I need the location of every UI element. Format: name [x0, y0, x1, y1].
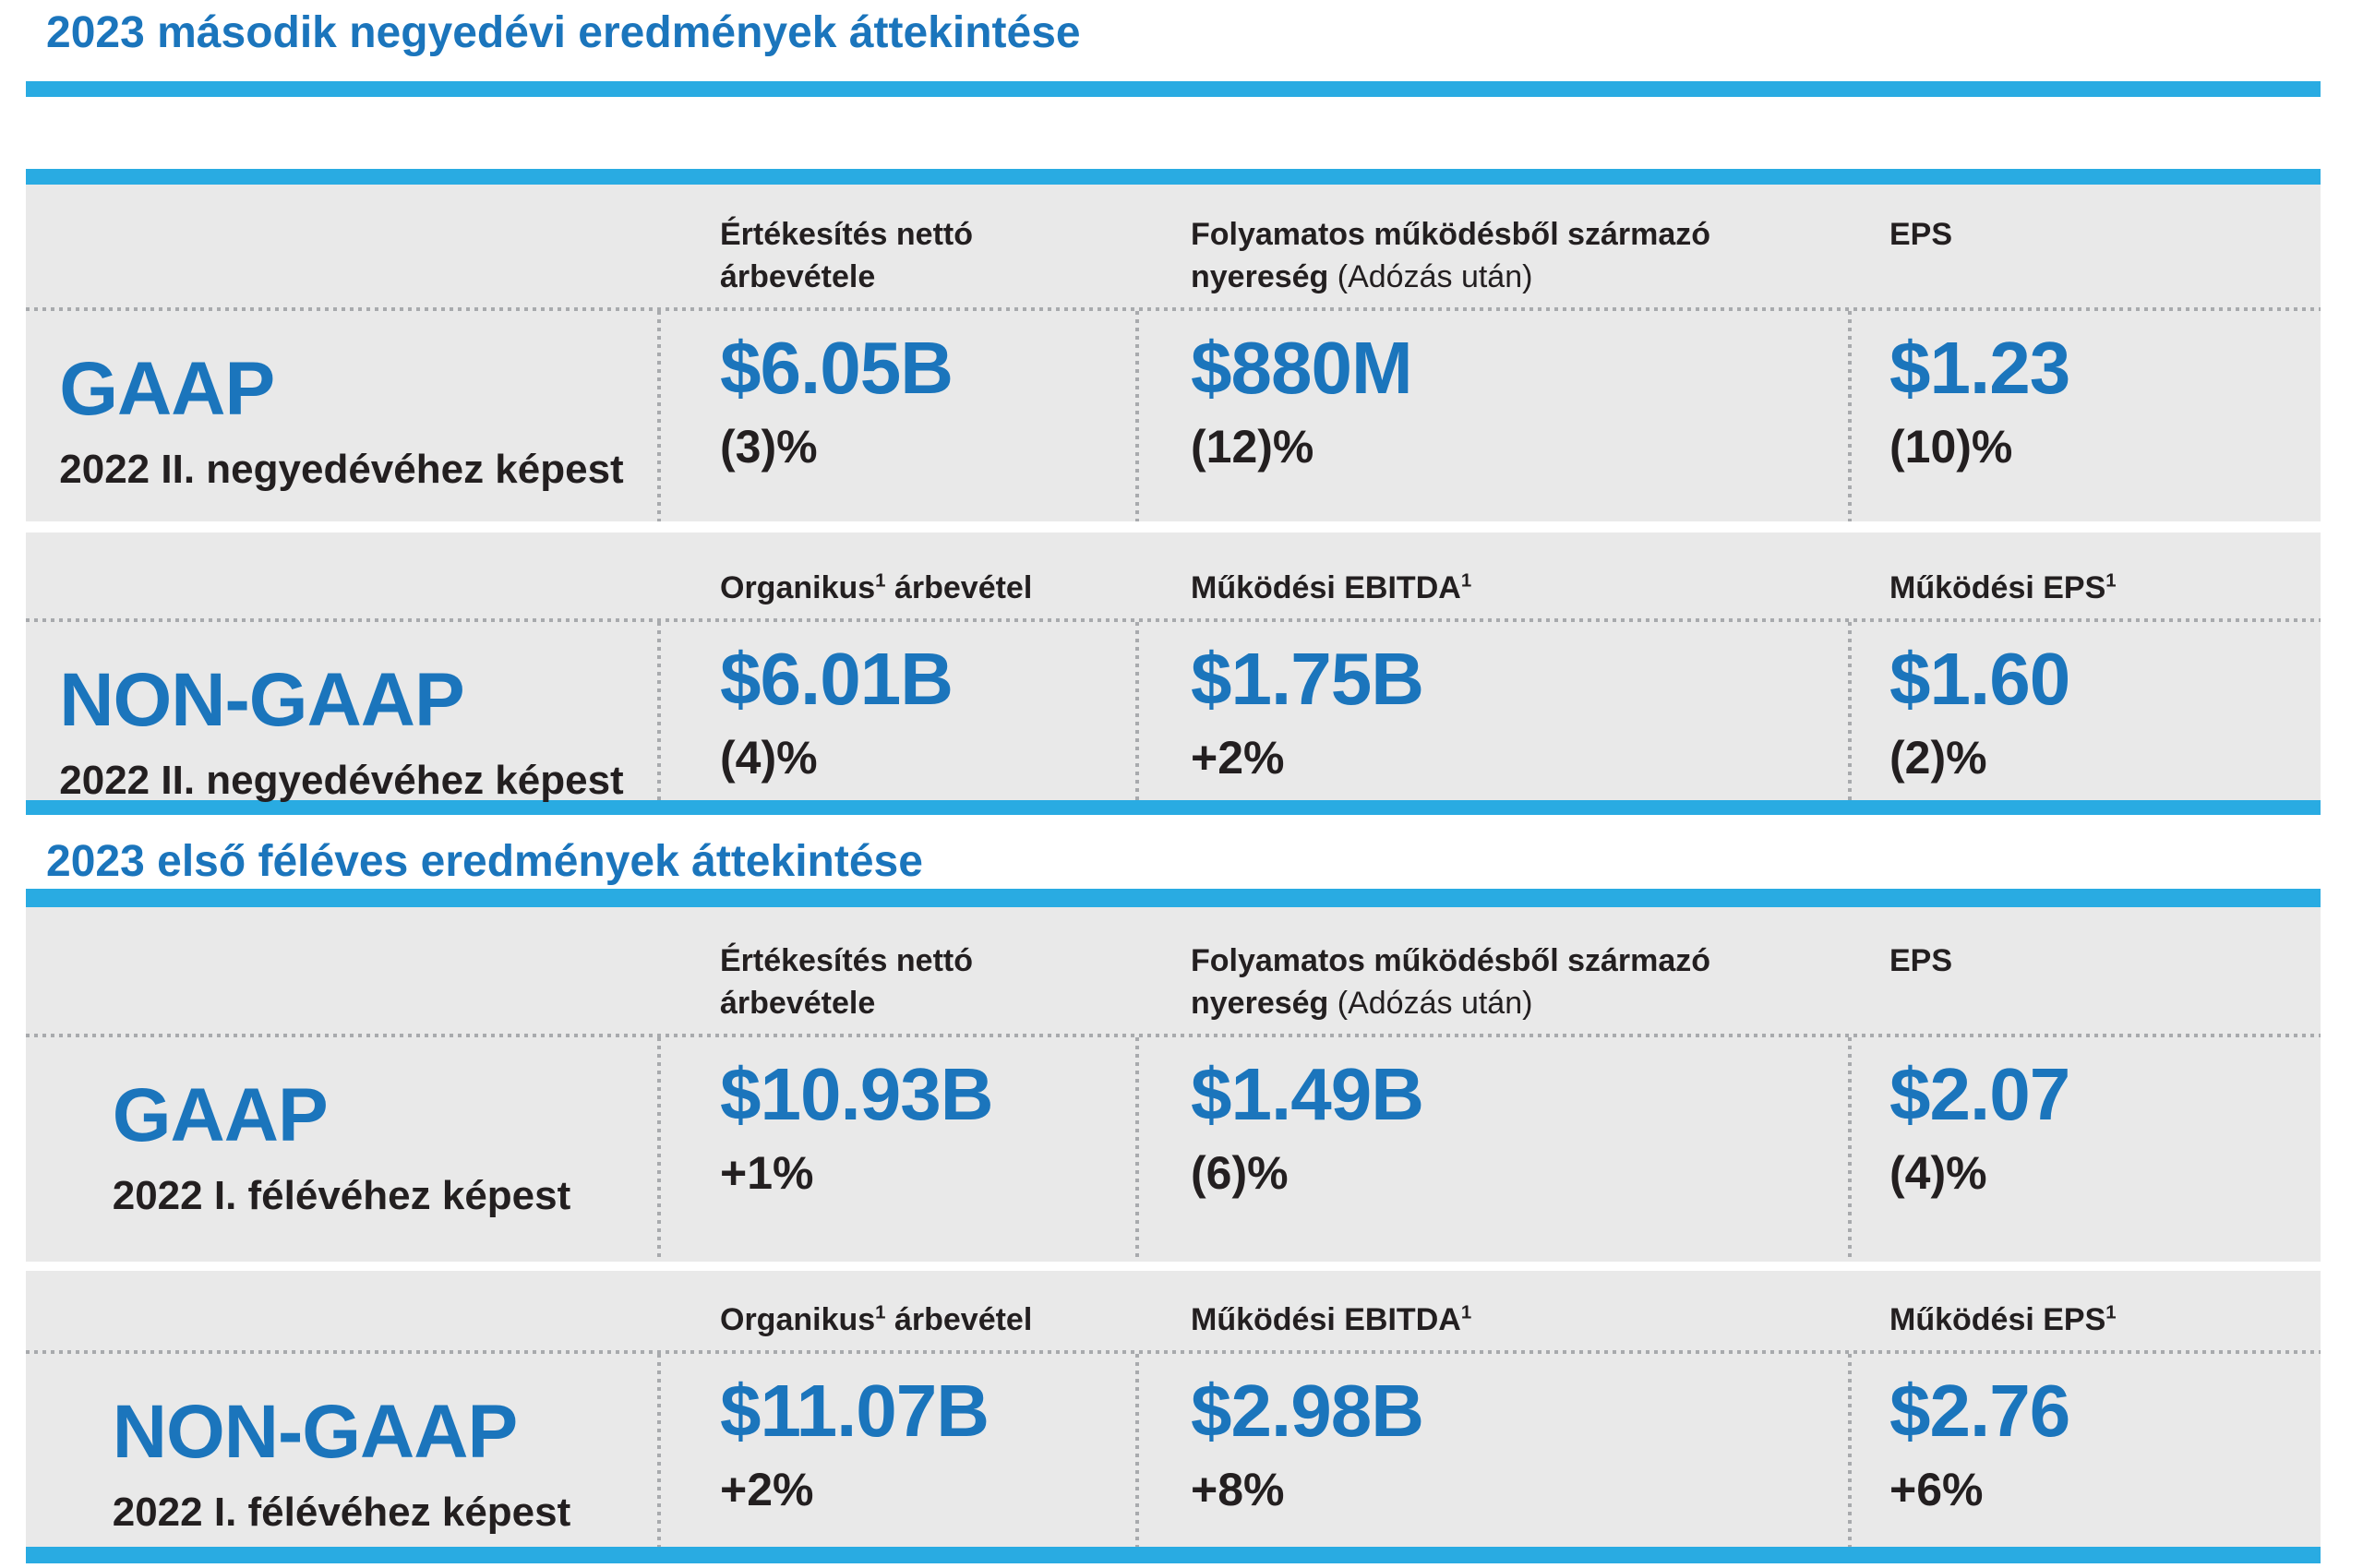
- header-eps: EPS: [1889, 217, 1953, 252]
- header-operating-ebitda: Működési EBITDA1: [1191, 1302, 1472, 1337]
- row-label: NON-GAAP: [59, 658, 464, 742]
- header-continuing-ops-profit: Folyamatos működésből származó nyereség (…: [1191, 217, 1711, 294]
- row-label: NON-GAAP: [112, 1390, 518, 1474]
- metric-value: $880M: [1191, 327, 1413, 409]
- header-operating-eps: Működési EPS1: [1889, 570, 2117, 605]
- header-net-sales: Értékesítés nettó árbevétele: [720, 943, 973, 1021]
- row-label: GAAP: [59, 347, 275, 431]
- metric-cell-net-sales: $10.93B +1%: [657, 1037, 1135, 1262]
- header-spacer: [26, 1271, 657, 1350]
- dotted-separator: [26, 1350, 2321, 1354]
- header-spacer: [26, 185, 657, 307]
- table-bottom-bar: [26, 1547, 2321, 1563]
- row-label-cell: GAAP 2022 I. félévéhez képest: [26, 1037, 657, 1262]
- metric-change: +8%: [1191, 1464, 1285, 1515]
- row-sublabel: 2022 II. negyedévéhez képest: [59, 447, 624, 492]
- table-top-bar: [26, 169, 2321, 185]
- header-spacer: [26, 907, 657, 1034]
- results-table-q2: Értékesítés nettó árbevétele Folyamatos m…: [26, 169, 2321, 815]
- metric-value: $1.60: [1889, 638, 2070, 720]
- title-rule: [26, 81, 2321, 97]
- metric-value: $1.23: [1889, 327, 2070, 409]
- metric-cell-eps: $2.07 (4)%: [1848, 1037, 2321, 1262]
- metric-cell-profit: $880M (12)%: [1135, 311, 1848, 521]
- header-eps: EPS: [1889, 943, 1953, 978]
- metric-cell-profit: $1.49B (6)%: [1135, 1037, 1848, 1262]
- header-organic-revenue: Organikus1 árbevétel: [720, 1302, 1033, 1337]
- metric-cell-net-sales: $6.05B (3)%: [657, 311, 1135, 521]
- metric-cell-operating-ebitda: $2.98B +8%: [1135, 1354, 1848, 1547]
- section-title-h1: 2023 első féléves eredmények áttekintése: [46, 837, 923, 886]
- metric-value: $2.76: [1889, 1370, 2070, 1452]
- metric-header-row: Értékesítés nettó árbevétele Folyamatos m…: [26, 185, 2321, 307]
- gaap-row: GAAP 2022 II. negyedévéhez képest $6.05B…: [26, 311, 2321, 521]
- row-label-cell: NON-GAAP 2022 II. negyedévéhez képest: [26, 622, 657, 801]
- row-sublabel: 2022 I. félévéhez képest: [112, 1173, 571, 1218]
- metric-change: +1%: [720, 1147, 814, 1199]
- metric-header-row: Organikus1 árbevétel Működési EBITDA1 Mű…: [26, 1271, 2321, 1350]
- header-continuing-ops-profit: Folyamatos működésből származó nyereség (…: [1191, 943, 1711, 1021]
- metric-change: (10)%: [1889, 421, 2013, 473]
- metric-value: $2.98B: [1191, 1370, 1424, 1452]
- non-gaap-row: NON-GAAP 2022 II. negyedévéhez képest $6…: [26, 622, 2321, 801]
- metric-change: (4)%: [720, 732, 818, 784]
- metric-value: $2.07: [1889, 1053, 2070, 1135]
- dotted-separator: [26, 1034, 2321, 1037]
- row-gap: [26, 1262, 2321, 1271]
- metric-cell-operating-ebitda: $1.75B +2%: [1135, 622, 1848, 801]
- metric-cell-organic-revenue: $11.07B +2%: [657, 1354, 1135, 1547]
- metric-change: +6%: [1889, 1464, 1984, 1515]
- row-label: GAAP: [112, 1073, 329, 1157]
- metric-change: (2)%: [1889, 732, 1987, 784]
- metric-value: $6.05B: [720, 327, 954, 409]
- metric-header-row: Értékesítés nettó árbevétele Folyamatos m…: [26, 907, 2321, 1034]
- dotted-separator: [26, 307, 2321, 311]
- metric-cell-operating-eps: $2.76 +6%: [1848, 1354, 2321, 1547]
- header-operating-eps: Működési EPS1: [1889, 1302, 2117, 1337]
- metric-value: $6.01B: [720, 638, 954, 720]
- row-gap: [26, 521, 2321, 533]
- metric-value: $1.49B: [1191, 1053, 1424, 1135]
- metric-change: +2%: [720, 1464, 814, 1515]
- header-spacer: [26, 533, 657, 618]
- gaap-row: GAAP 2022 I. félévéhez képest $10.93B +1…: [26, 1037, 2321, 1262]
- metric-cell-operating-eps: $1.60 (2)%: [1848, 622, 2321, 801]
- header-organic-revenue: Organikus1 árbevétel: [720, 570, 1033, 605]
- metric-value: $1.75B: [1191, 638, 1424, 720]
- metric-value: $10.93B: [720, 1053, 993, 1135]
- non-gaap-row: NON-GAAP 2022 I. félévéhez képest $11.07…: [26, 1354, 2321, 1547]
- header-net-sales: Értékesítés nettó árbevétele: [720, 217, 973, 294]
- metric-change: (3)%: [720, 421, 818, 473]
- metric-header-row: Organikus1 árbevétel Működési EBITDA1 Mű…: [26, 533, 2321, 618]
- metric-value: $11.07B: [720, 1370, 990, 1452]
- metric-cell-organic-revenue: $6.01B (4)%: [657, 622, 1135, 801]
- row-label-cell: NON-GAAP 2022 I. félévéhez képest: [26, 1354, 657, 1547]
- metric-cell-eps: $1.23 (10)%: [1848, 311, 2321, 521]
- metric-change: (6)%: [1191, 1147, 1289, 1199]
- section-title-q2: 2023 második negyedévi eredmények átteki…: [46, 8, 1081, 57]
- metric-change: (12)%: [1191, 421, 1314, 473]
- results-slide: 2023 második negyedévi eredmények átteki…: [26, 8, 2321, 1563]
- row-sublabel: 2022 II. negyedévéhez képest: [59, 758, 624, 803]
- results-table-h1: Értékesítés nettó árbevétele Folyamatos m…: [26, 889, 2321, 1563]
- row-label-cell: GAAP 2022 II. negyedévéhez képest: [26, 311, 657, 521]
- metric-change: +2%: [1191, 732, 1285, 784]
- metric-change: (4)%: [1889, 1147, 1987, 1199]
- dotted-separator: [26, 618, 2321, 622]
- table-top-bar: [26, 889, 2321, 907]
- header-operating-ebitda: Működési EBITDA1: [1191, 570, 1472, 605]
- row-sublabel: 2022 I. félévéhez képest: [112, 1490, 571, 1535]
- table-bottom-bar: [26, 800, 2321, 815]
